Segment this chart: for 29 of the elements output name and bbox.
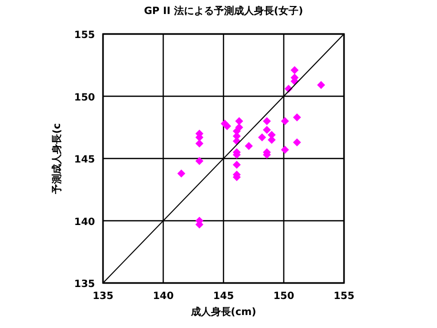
point: [293, 138, 302, 146]
point: [235, 117, 244, 126]
x-tick-label: 140: [152, 291, 174, 302]
point: [195, 140, 204, 148]
point: [293, 113, 302, 122]
x-tick-label: 150: [273, 291, 294, 302]
point: [280, 146, 289, 154]
x-tick-label: 145: [213, 291, 234, 302]
point: [258, 133, 266, 142]
x-axis-title: 成人身長(cm): [190, 306, 256, 318]
point: [177, 169, 186, 178]
y-axis-title: 予測成人身長(c: [51, 123, 63, 195]
point: [280, 117, 289, 126]
y-tick-label: 135: [74, 279, 96, 290]
x-tick-label: 155: [334, 291, 354, 302]
point: [317, 81, 326, 90]
x-tick-label: 135: [92, 291, 114, 302]
chart-title: GP II 法による予測成人身長(女子): [144, 5, 304, 17]
y-tick-label: 140: [74, 216, 96, 228]
y-tick-label: 145: [74, 154, 96, 166]
point: [232, 160, 241, 169]
y-tick-label: 155: [74, 30, 96, 41]
point: [223, 122, 232, 130]
point: [262, 126, 271, 134]
point: [290, 66, 299, 74]
point: [244, 142, 253, 150]
y-tick-label: 150: [74, 92, 96, 104]
point: [262, 117, 271, 126]
point: [195, 156, 204, 165]
